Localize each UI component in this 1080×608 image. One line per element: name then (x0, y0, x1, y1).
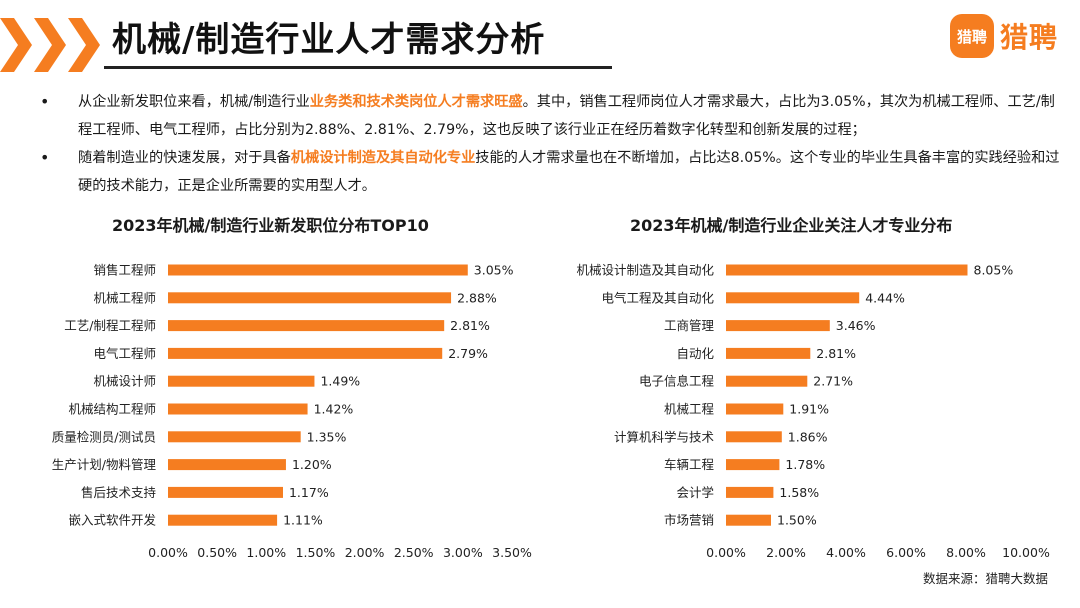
chart-new-positions: 2023年机械/制造行业新发职位分布TOP10 销售工程师 3.05% 机械工程师 2… (0, 212, 540, 562)
x-tick-label: 4.00% (826, 545, 866, 560)
summary-bullets: 从企业新发职位来看，机械/制造行业业务类和技术类岗位人才需求旺盛。其中，销售工程… (40, 88, 1060, 200)
brand-badge-icon: 猎聘 (950, 14, 994, 58)
bar (168, 375, 315, 387)
x-tick-label: 2.50% (394, 545, 434, 560)
value-label: 2.81% (450, 318, 490, 333)
bar (168, 292, 452, 304)
bar (726, 375, 808, 387)
bullet-text: 。其中，销售工程师岗位人才需求最大，占比为3.05%，其次为机械工程师、工艺/制… (78, 94, 1055, 138)
category-label: 机械工程 (664, 402, 715, 417)
value-label: 1.91% (789, 402, 829, 417)
bullet-item: 从企业新发职位来看，机械/制造行业业务类和技术类岗位人才需求旺盛。其中，销售工程… (40, 88, 1060, 144)
value-label: 2.81% (816, 346, 856, 361)
category-label: 机械工程师 (93, 290, 156, 305)
value-label: 2.71% (813, 374, 853, 389)
bar (726, 486, 774, 498)
category-label: 机械设计制造及其自动化 (576, 263, 714, 278)
x-tick-label: 2.00% (766, 545, 806, 560)
value-label: 1.20% (292, 457, 332, 472)
category-label: 工商管理 (664, 318, 715, 333)
bar (168, 320, 445, 332)
bullet-text: 随着制造业的快速发展，对于具备 (78, 150, 291, 166)
bar (726, 431, 782, 443)
value-label: 4.44% (865, 290, 905, 305)
bar (726, 264, 968, 276)
category-label: 质量检测员/测试员 (52, 429, 156, 444)
value-label: 1.50% (777, 513, 817, 528)
category-label: 自动化 (676, 346, 714, 361)
brand-name: 猎聘 (1000, 21, 1059, 54)
bullet-text: 从企业新发职位来看，机械/制造行业 (78, 94, 310, 110)
value-label: 1.11% (283, 513, 323, 528)
bar (168, 431, 301, 443)
category-label: 销售工程师 (93, 263, 156, 278)
bar (726, 459, 780, 471)
x-tick-label: 2.00% (345, 545, 385, 560)
x-tick-label: 0.00% (148, 545, 188, 560)
bar (168, 403, 308, 415)
bar (168, 514, 278, 526)
category-label: 工艺/制程工程师 (64, 318, 156, 333)
bullet-text: 技能的人才需求量也在不断增加，占比达8.05%。这个专业的毕业生具备丰富的实践经… (78, 150, 1060, 194)
category-label: 生产计划/物料管理 (52, 457, 157, 472)
value-label: 1.42% (314, 402, 354, 417)
category-label: 计算机科学与技术 (614, 429, 715, 444)
category-label: 售后技术支持 (81, 485, 156, 500)
chart-new-positions-plot: 销售工程师 3.05% 机械工程师 2.88% 工艺/制程工程师 2.81% 电气工程师 2.… (52, 263, 532, 561)
bar (168, 459, 286, 471)
title-underline (104, 66, 612, 69)
value-label: 1.58% (779, 485, 819, 500)
x-tick-label: 1.50% (296, 545, 336, 560)
chart-major-distribution: 2023年机械/制造行业企业关注人才专业分布 机械设计制造及其自动化 8.05% 电… (540, 212, 1080, 562)
category-label: 市场营销 (664, 513, 714, 528)
chart-major-distribution-plot: 机械设计制造及其自动化 8.05% 电气工程及其自动化 4.44% 工商管理 3.46% 自… (576, 263, 1050, 561)
value-label: 1.49% (320, 374, 360, 389)
bar (726, 347, 811, 359)
value-label: 2.79% (448, 346, 488, 361)
value-label: 8.05% (974, 263, 1014, 278)
page-title: 机械/制造行业人才需求分析 (112, 20, 546, 60)
category-label: 电子信息工程 (639, 374, 715, 389)
bullet-highlight: 机械设计制造及其自动化专业 (290, 150, 476, 166)
x-tick-label: 3.50% (492, 545, 532, 560)
value-label: 3.05% (474, 263, 514, 278)
x-tick-label: 0.50% (197, 545, 237, 560)
x-tick-label: 6.00% (886, 545, 926, 560)
category-label: 会计学 (676, 485, 714, 500)
category-label: 电气工程师 (93, 346, 156, 361)
x-tick-label: 0.00% (706, 545, 746, 560)
bullet-item: 随着制造业的快速发展，对于具备机械设计制造及其自动化专业技能的人才需求量也在不断… (40, 144, 1060, 200)
category-label: 机械设计师 (93, 374, 156, 389)
bar (726, 320, 830, 332)
x-tick-label: 1.00% (246, 545, 286, 560)
value-label: 1.86% (788, 429, 828, 444)
value-label: 1.35% (307, 429, 347, 444)
data-source-note: 数据来源：猎聘大数据 (922, 571, 1048, 586)
chart-title: 2023年机械/制造行业新发职位分布TOP10 (112, 216, 429, 235)
x-tick-label: 8.00% (946, 545, 986, 560)
x-tick-label: 3.00% (443, 545, 483, 560)
bar (168, 264, 468, 276)
category-label: 嵌入式软件开发 (68, 513, 156, 528)
category-label: 机械结构工程师 (68, 402, 156, 417)
value-label: 1.78% (785, 457, 825, 472)
x-tick-label: 10.00% (1002, 545, 1050, 560)
bar (168, 486, 283, 498)
category-label: 电气工程及其自动化 (601, 290, 714, 305)
bar (726, 514, 771, 526)
value-label: 1.17% (289, 485, 329, 500)
bar (168, 347, 443, 359)
brand-logo: 猎聘 猎聘 (950, 14, 1070, 58)
bar (726, 292, 860, 304)
value-label: 3.46% (836, 318, 876, 333)
chart-title: 2023年机械/制造行业企业关注人才专业分布 (630, 216, 953, 235)
chevron-arrows-icon (0, 18, 100, 72)
value-label: 2.88% (457, 290, 497, 305)
bar (726, 403, 784, 415)
category-label: 车辆工程 (664, 457, 715, 472)
bullet-highlight: 业务类和技术类岗位人才需求旺盛 (309, 94, 523, 110)
